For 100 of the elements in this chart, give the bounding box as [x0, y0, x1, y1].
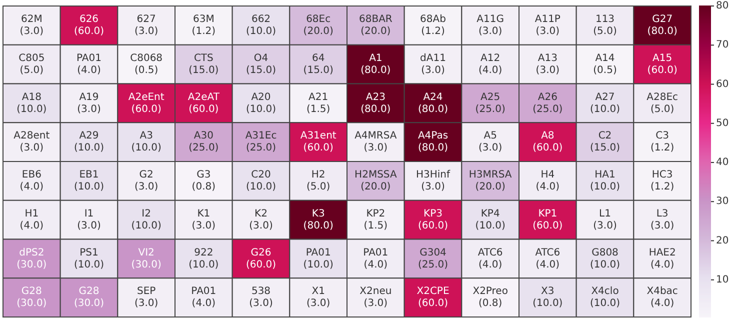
data-label: HC3 (1.2) [650, 170, 674, 193]
data-label: EB1 (10.0) [74, 170, 104, 193]
data-label: 63M (1.2) [192, 14, 216, 38]
data-label: 538 (3.0) [249, 286, 273, 310]
data-label: G2 (3.0) [134, 170, 158, 193]
data-label: G28 (30.0) [74, 286, 104, 310]
data-label: EB6 (4.0) [20, 170, 44, 193]
data-label: A2eEnt (60.0) [128, 92, 164, 115]
data-label: HAE2 (4.0) [648, 247, 676, 270]
data-label: A11G (3.0) [476, 14, 504, 38]
data-label: G27 (80.0) [647, 14, 678, 38]
data-label: 626 (60.0) [74, 14, 104, 38]
data-label: A11P (3.0) [534, 14, 560, 38]
data-label: C3 (1.2) [650, 130, 674, 154]
data-label: X2neu (3.0) [360, 286, 392, 310]
data-label: A29 (10.0) [74, 130, 104, 154]
data-label: SEP (3.0) [134, 286, 158, 310]
data-label: A31Ec (25.0) [245, 130, 277, 154]
data-label: A19 (3.0) [77, 92, 101, 115]
color-bar-label: 30 [716, 196, 729, 208]
data-label: G28 (30.0) [16, 286, 47, 310]
data-label: A27 (10.0) [590, 92, 620, 115]
data-label: A28ent (3.0) [14, 130, 50, 154]
color-bar-label: 60 [716, 78, 729, 90]
data-label: I2 (10.0) [131, 208, 162, 232]
color-bar-label: 70 [716, 40, 729, 51]
data-label: A28Ec (5.0) [646, 92, 678, 115]
data-label: A8 (60.0) [532, 130, 563, 154]
data-label: A12 (4.0) [478, 52, 502, 76]
data-label: H3MRSA (20.0) [468, 170, 512, 193]
data-label: KP4 (10.0) [475, 208, 506, 232]
data-label: HA1 (10.0) [590, 170, 620, 193]
data-label: H3Hinf (3.0) [416, 170, 450, 193]
data-label: PS1 (10.0) [74, 247, 104, 270]
data-label: 64 (15.0) [303, 52, 334, 76]
data-label: X1 (3.0) [306, 286, 330, 310]
color-bar-label: 40 [716, 157, 729, 168]
data-label: 62M (3.0) [20, 14, 44, 38]
data-label: 68Ec (20.0) [303, 14, 334, 38]
data-label: A3 (10.0) [131, 130, 162, 154]
data-label: A4MRSA (3.0) [354, 130, 397, 154]
data-label: CTS (15.0) [188, 52, 219, 76]
data-label: A1 (80.0) [360, 52, 391, 76]
data-label: KP2 (1.5) [364, 208, 388, 232]
data-label: A30 (25.0) [188, 130, 219, 154]
color-bar-label: 50 [716, 118, 729, 129]
data-label: L1 (3.0) [593, 208, 617, 232]
color-bar-label: 20 [716, 235, 729, 246]
data-label: O4 (15.0) [246, 52, 276, 76]
data-label: A2eAT (60.0) [188, 92, 220, 115]
data-label: X3 (10.0) [532, 286, 563, 310]
data-label: I1 (3.0) [77, 208, 101, 232]
data-label: G3 (0.8) [192, 170, 216, 193]
data-label: C8068 (0.5) [130, 52, 163, 76]
data-label: dPS2 (30.0) [16, 247, 47, 270]
data-label: KP3 (60.0) [418, 208, 448, 232]
data-label: X4clo (10.0) [590, 286, 620, 310]
data-label: G304 (25.0) [418, 247, 448, 270]
data-label: A18 (10.0) [16, 92, 47, 115]
data-label: VI2 (30.0) [131, 247, 162, 270]
data-label: A14 (0.5) [593, 52, 617, 76]
data-label: KP1 (60.0) [532, 208, 563, 232]
data-label: A5 (3.0) [478, 130, 502, 154]
data-label: H4 (4.0) [536, 170, 560, 193]
data-label: 68BAR (20.0) [358, 14, 392, 38]
data-label: ATC6 (4.0) [478, 247, 503, 270]
data-label: dA11 (3.0) [420, 52, 446, 76]
data-label: A24 (80.0) [418, 92, 448, 115]
data-label: 922 (10.0) [188, 247, 219, 270]
data-label: L3 (3.0) [650, 208, 674, 232]
color-bar-label: 80 [716, 0, 729, 12]
data-label: C20 (10.0) [246, 170, 276, 193]
data-label: C805 (5.0) [18, 52, 45, 76]
data-label: PA01 (4.0) [363, 247, 388, 270]
data-label: ATC6 (4.0) [535, 247, 560, 270]
data-label: 627 (3.0) [134, 14, 158, 38]
color-bar-label: 10 [716, 274, 729, 286]
data-label: A25 (25.0) [475, 92, 506, 115]
data-label: 68Ab (1.2) [420, 14, 446, 38]
data-label: G26 (60.0) [246, 247, 276, 270]
data-label: H1 (4.0) [20, 208, 44, 232]
data-label: K2 (3.0) [249, 208, 273, 232]
data-label: A15 (60.0) [647, 52, 678, 76]
data-label: A13 (3.0) [536, 52, 560, 76]
data-label: C2 (15.0) [590, 130, 620, 154]
data-label: A23 (80.0) [360, 92, 391, 115]
data-label: X2CPE (60.0) [416, 286, 450, 310]
data-label: A20 (10.0) [246, 92, 276, 115]
data-label: H2 (5.0) [306, 170, 330, 193]
data-label: K1 (3.0) [192, 208, 216, 232]
data-label: PA01 (4.0) [76, 52, 102, 76]
data-label: A26 (25.0) [532, 92, 563, 115]
data-label: 113 (5.0) [593, 14, 617, 38]
data-label: K3 (80.0) [303, 208, 334, 232]
data-label: X2Preo (0.8) [472, 286, 508, 310]
data-label: H2MSSA (20.0) [354, 170, 397, 193]
data-label: 662 (10.0) [246, 14, 276, 38]
data-label: A31ent (60.0) [300, 130, 336, 154]
data-label: A4Pas (80.0) [418, 130, 448, 154]
data-label: PA01 (4.0) [191, 286, 216, 310]
